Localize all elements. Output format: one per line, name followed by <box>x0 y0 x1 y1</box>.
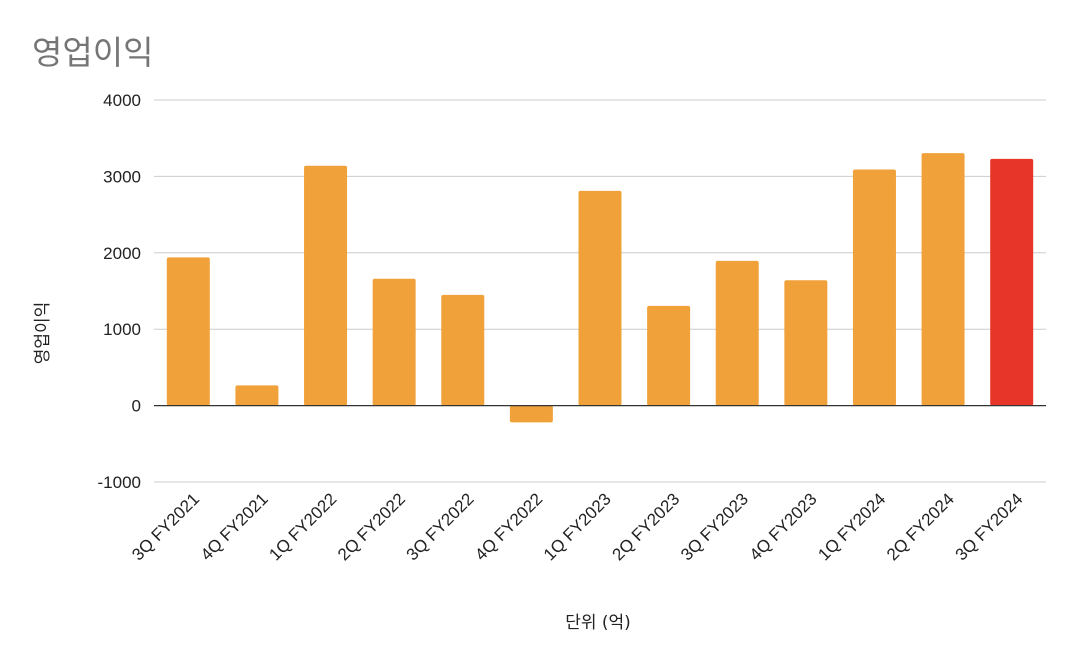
x-tick-label: 4Q FY2022 <box>471 489 546 564</box>
bar-3q-fy2022 <box>441 294 485 406</box>
x-tick-label: 1Q FY2022 <box>265 489 340 564</box>
bar-2q-fy2024 <box>921 153 965 406</box>
x-axis-title: 단위 (억) <box>565 613 631 633</box>
y-tick-labels: 4000 3000 2000 1000 0 -1000 <box>98 91 141 492</box>
x-tick-label: 2Q FY2023 <box>609 489 684 564</box>
x-tick-label: 1Q FY2023 <box>540 489 615 564</box>
x-tick-label: 3Q FY2023 <box>677 489 752 564</box>
chart-title: 영업이익 <box>32 33 154 72</box>
x-tick-label: 3Q FY2021 <box>128 489 203 564</box>
y-tick-label: 2000 <box>103 244 141 263</box>
bar-4q-fy2023 <box>784 280 828 406</box>
bars <box>166 153 1034 423</box>
bar-1q-fy2024 <box>852 169 896 406</box>
bar-2q-fy2023 <box>647 305 691 406</box>
bar-4q-fy2022 <box>509 405 553 423</box>
y-tick-label: 4000 <box>103 91 141 110</box>
bar-3q-fy2024 <box>990 158 1034 406</box>
bar-2q-fy2022 <box>372 278 416 406</box>
y-axis-title: 영업이익 <box>33 302 53 365</box>
x-tick-label: 4Q FY2023 <box>746 489 821 564</box>
bar-3q-fy2021 <box>166 257 210 406</box>
x-tick-label: 1Q FY2024 <box>814 489 889 564</box>
x-tick-label: 2Q FY2024 <box>883 489 958 564</box>
y-tick-label: 1000 <box>103 320 141 339</box>
bar-3q-fy2023 <box>715 260 759 406</box>
x-tick-label: 3Q FY2022 <box>403 489 478 564</box>
x-tick-label: 3Q FY2024 <box>952 489 1027 564</box>
y-tick-label: 0 <box>132 397 141 416</box>
x-tick-label: 4Q FY2021 <box>197 489 272 564</box>
y-tick-label: -1000 <box>98 473 141 492</box>
bar-1q-fy2022 <box>304 165 348 406</box>
x-tick-label: 2Q FY2022 <box>334 489 409 564</box>
y-tick-label: 3000 <box>103 167 141 186</box>
bar-1q-fy2023 <box>578 190 622 406</box>
bar-4q-fy2021 <box>235 385 279 406</box>
